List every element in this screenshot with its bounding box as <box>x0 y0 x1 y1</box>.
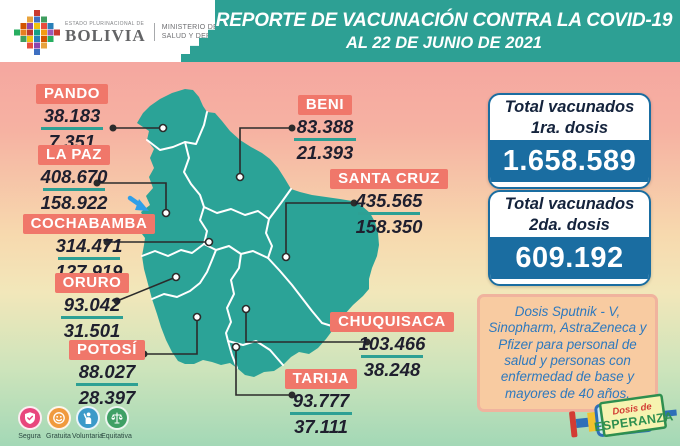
total-dose2-label: Total vacunados 2da. dosis <box>490 192 649 237</box>
dept-santa-cruz-dose2: 158.350 <box>355 215 423 237</box>
dept-cochabamba-divider <box>58 257 120 260</box>
dept-chuquisaca: CHUQUISACA 103.466 38.248 <box>317 312 467 380</box>
logo-country-name: BOLIVIA <box>65 25 146 45</box>
person-raising-hand-icon <box>75 406 100 430</box>
dept-la-paz-dose1: 408.670 <box>40 166 108 187</box>
principle-gratuita-label: Gratuita <box>46 433 71 440</box>
total-dose1-label-line2: 1ra. dosis <box>530 118 609 137</box>
total-dose1-label: Total vacunados 1ra. dosis <box>490 95 649 140</box>
dept-potosi-dose2: 28.397 <box>78 386 136 408</box>
total-dose2-label-line2: 2da. dosis <box>529 215 610 234</box>
dept-pando-divider <box>41 127 103 130</box>
report-title: REPORTE DE VACUNACIÓN CONTRA LA COVID-19 <box>215 9 673 31</box>
ministry-name: MINISTERIO DE SALUD Y DEPORTES <box>153 22 237 42</box>
vaccination-principles: Segura Gratuita Voluntaria <box>15 406 132 440</box>
dept-chuquisaca-dose2: 38.248 <box>363 358 421 380</box>
dept-la-paz-dose2: 158.922 <box>40 191 108 213</box>
principle-voluntaria: Voluntaria <box>71 406 104 440</box>
dept-oruro: ORURO 93.042 31.501 <box>17 273 167 341</box>
dept-beni: BENI 83.388 21.393 <box>250 95 400 163</box>
total-dose2-box: Total vacunados 2da. dosis 609.192 <box>488 190 651 286</box>
dept-la-paz-divider <box>43 188 105 191</box>
principle-equitativa-label: Equitativa <box>101 433 132 440</box>
dept-pando: PANDO 38.183 7.351 <box>0 84 147 152</box>
department-borders <box>141 111 336 369</box>
dept-oruro-divider <box>61 316 123 319</box>
vaccine-info-text: Dosis Sputnik - V, Sinopharm, AstraZenec… <box>488 303 647 401</box>
dept-cochabamba: COCHABAMBA 314.471 127.919 <box>14 214 164 282</box>
dept-tarija-divider <box>290 412 352 415</box>
smiley-icon <box>46 406 71 430</box>
dept-beni-dose2: 21.393 <box>296 141 354 163</box>
dept-santa-cruz-dose1: 435.565 <box>355 190 423 211</box>
total-dose1-box: Total vacunados 1ra. dosis 1.658.589 <box>488 93 651 189</box>
dept-potosi: POTOSÍ 88.027 28.397 <box>32 340 182 408</box>
dosis-de-esperanza-logo: Dosis de ESPERANZA <box>569 393 677 438</box>
dept-potosi-dose1: 88.027 <box>78 361 136 382</box>
dept-cochabamba-label: COCHABAMBA <box>22 214 156 234</box>
dept-la-paz: LA PAZ 408.670 158.922 <box>0 145 149 213</box>
dept-beni-label: BENI <box>297 95 353 115</box>
dept-beni-dose1: 83.388 <box>296 116 354 137</box>
bolivia-outline <box>137 89 379 377</box>
total-dose2-label-line1: Total vacunados <box>504 194 635 213</box>
logo-text-block: ESTADO PLURINACIONAL DE BOLIVIA <box>65 21 146 44</box>
principle-segura-label: Segura <box>18 433 41 440</box>
dept-potosi-divider <box>76 383 138 386</box>
principle-voluntaria-label: Voluntaria <box>71 433 104 440</box>
dept-cochabamba-dose1: 314.471 <box>55 235 123 256</box>
title-banner: REPORTE DE VACUNACIÓN CONTRA LA COVID-19… <box>181 0 680 62</box>
header: ESTADO PLURINACIONAL DE BOLIVIA MINISTER… <box>0 0 680 62</box>
ministry-line1: MINISTERIO DE <box>161 23 219 31</box>
dept-potosi-label: POTOSÍ <box>68 340 145 360</box>
dept-tarija-dose2: 37.111 <box>294 415 348 437</box>
dept-chuquisaca-dose1: 103.466 <box>358 333 426 354</box>
dept-santa-cruz-label: SANTA CRUZ <box>330 169 448 189</box>
dept-tarija-label: TARIJA <box>284 369 358 389</box>
dept-beni-divider <box>294 138 356 141</box>
dept-tarija: TARIJA 93.777 37.111 <box>246 369 396 437</box>
chakana-mosaic-icon <box>14 10 60 55</box>
bolivia-government-logo: ESTADO PLURINACIONAL DE BOLIVIA MINISTER… <box>14 8 237 56</box>
lake-titicaca-arrow-icon <box>127 195 149 211</box>
principle-gratuita: Gratuita <box>44 406 73 440</box>
map-side-dots <box>158 123 291 352</box>
dept-oruro-dose2: 31.501 <box>63 319 121 341</box>
dept-santa-cruz-divider <box>358 212 420 215</box>
dept-pando-dose1: 38.183 <box>43 105 101 126</box>
vaccine-info-box: Dosis Sputnik - V, Sinopharm, AstraZenec… <box>477 294 658 412</box>
logo-small-text: ESTADO PLURINACIONAL DE <box>65 20 145 27</box>
label-side-dots <box>93 124 371 399</box>
dept-tarija-dose1: 93.777 <box>292 390 350 411</box>
dept-santa-cruz: SANTA CRUZ 435.565 158.350 <box>314 169 464 237</box>
balance-scale-icon <box>104 406 129 430</box>
dept-chuquisaca-label: CHUQUISACA <box>330 312 454 332</box>
dept-pando-label: PANDO <box>35 84 109 104</box>
connector-lines <box>97 127 367 396</box>
total-dose1-value: 1.658.589 <box>490 140 649 182</box>
dept-la-paz-label: LA PAZ <box>37 145 111 165</box>
dept-oruro-dose1: 93.042 <box>63 294 121 315</box>
dept-oruro-label: ORURO <box>54 273 130 293</box>
dept-chuquisaca-divider <box>361 355 423 358</box>
principle-segura: Segura <box>15 406 44 440</box>
total-dose2-value: 609.192 <box>490 237 649 279</box>
principle-equitativa: Equitativa <box>101 406 132 440</box>
total-dose1-label-line1: Total vacunados <box>504 97 635 116</box>
ministry-line2: SALUD Y DEPORTES <box>161 33 237 40</box>
report-date: AL 22 DE JUNIO DE 2021 <box>346 33 542 52</box>
shield-check-icon <box>17 406 42 430</box>
